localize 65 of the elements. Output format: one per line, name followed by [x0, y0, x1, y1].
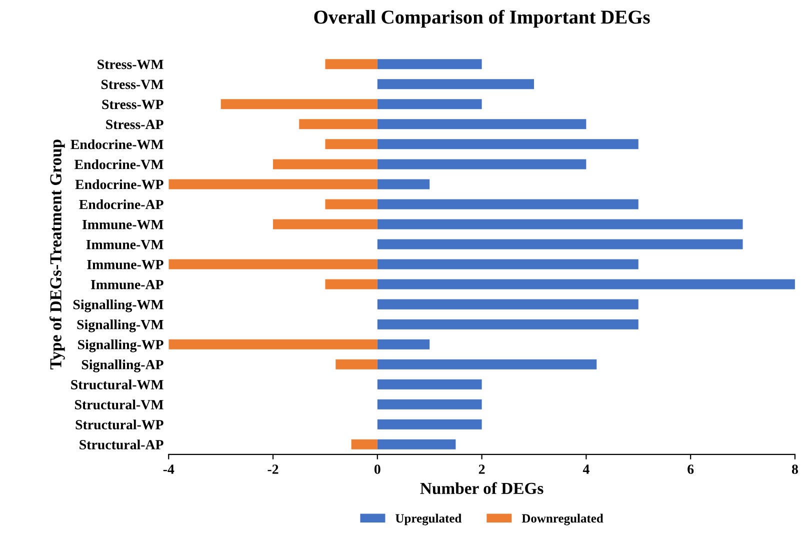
y-tick-label: Signalling-AP — [82, 360, 164, 372]
y-tick-label: Structural-WP — [76, 420, 164, 430]
bar — [377, 59, 482, 70]
bar — [377, 439, 456, 450]
x-tick-label: -2 — [268, 464, 278, 474]
bar — [168, 179, 378, 190]
x-tick-label: -4 — [163, 464, 174, 474]
bar — [273, 159, 378, 170]
x-axis-title: Number of DEGs — [420, 482, 544, 494]
y-tick-label: Stress-AP — [106, 120, 164, 130]
bar — [325, 199, 378, 210]
bar — [377, 79, 534, 90]
y-tick-label: Signalling-WM — [73, 299, 164, 312]
bar — [377, 179, 430, 190]
bar — [325, 59, 378, 70]
x-tick-label: 2 — [478, 464, 485, 474]
y-tick-label: Structural-VM — [75, 400, 164, 410]
y-tick-label: Stress-VM — [101, 80, 164, 90]
bar — [220, 99, 378, 110]
bar — [325, 279, 378, 290]
chart-title: Overall Comparison of Important DEGs — [314, 10, 650, 28]
bar — [377, 399, 482, 410]
y-tick-label: Immune-WP — [87, 260, 164, 270]
y-tick-label: Stress-WM — [98, 60, 164, 70]
bar — [377, 379, 482, 390]
bar — [377, 99, 482, 110]
bar — [325, 139, 378, 150]
y-tick-label: Immune-VM — [86, 240, 164, 250]
bar — [273, 219, 378, 230]
x-tick-label: 4 — [582, 464, 590, 474]
legend-label: Downregulated — [522, 514, 604, 526]
bar — [377, 119, 586, 130]
x-tick-label: 6 — [688, 464, 694, 474]
bar — [377, 299, 638, 310]
y-tick-label: Endocrine-AP — [79, 199, 164, 210]
y-tick-label: Signalling-VM — [77, 320, 164, 332]
bar — [377, 139, 638, 150]
bar — [377, 319, 638, 330]
y-axis-title: Type of DEGs-Treatment Group — [50, 140, 65, 370]
bar — [377, 239, 743, 250]
bar — [377, 159, 586, 170]
bar — [351, 439, 378, 450]
legend-label: Upregulated — [396, 514, 462, 526]
y-tick-label: Immune-AP — [90, 280, 164, 290]
bar — [377, 219, 743, 230]
y-tick-label: Stress-WP — [102, 100, 164, 110]
bar — [299, 119, 378, 130]
bar — [168, 259, 378, 270]
y-tick-label: Signalling-WP — [78, 340, 164, 352]
y-tick-label: Structural-WM — [71, 380, 164, 390]
bar — [336, 359, 378, 370]
x-tick-label: 8 — [792, 464, 798, 474]
y-tick-label: Immune-WM — [82, 220, 164, 230]
bar — [377, 339, 430, 350]
y-tick-label: Endocrine-WM — [70, 139, 164, 150]
bar — [377, 199, 638, 210]
x-tick-label: 0 — [374, 464, 380, 474]
bar — [377, 259, 638, 270]
bar — [168, 339, 378, 350]
bar — [377, 279, 795, 290]
bar — [377, 419, 482, 430]
y-tick-label: Endocrine-VM — [74, 159, 164, 170]
bar — [377, 359, 597, 370]
y-tick-label: Endocrine-WP — [75, 179, 164, 190]
y-tick-label: Structural-AP — [80, 440, 164, 450]
